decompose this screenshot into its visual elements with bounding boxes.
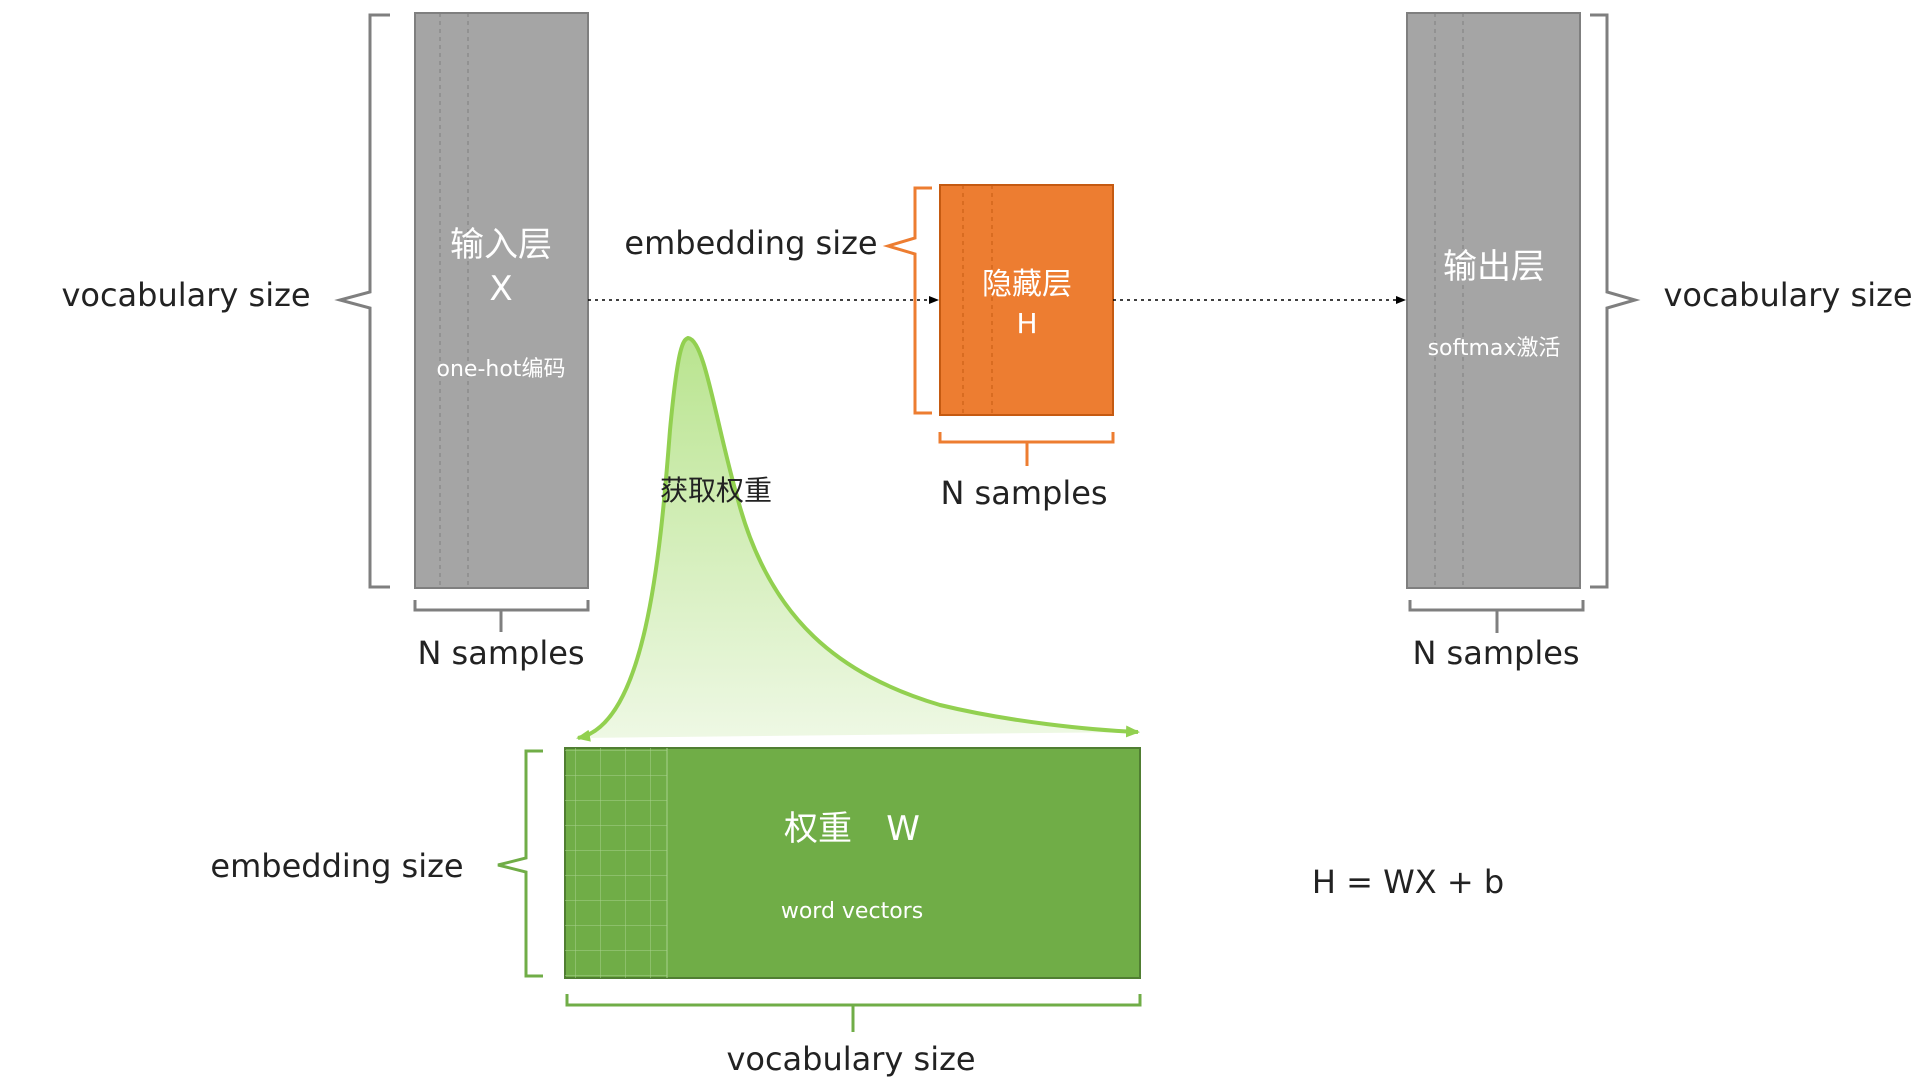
input-layer-box xyxy=(414,12,589,589)
lookup-curve-fill xyxy=(578,338,1138,738)
hidden-width-label: N samples xyxy=(940,474,1107,512)
weight-matrix-subtitle: word vectors xyxy=(781,899,923,924)
input-height-brace xyxy=(334,13,390,589)
output-layer: 输出层 softmax激活 vocabulary size N samples xyxy=(1406,12,1913,672)
weight-matrix: 权重 W word vectors embedding size vocabul… xyxy=(210,747,1142,1078)
input-layer-encoding: one-hot编码 xyxy=(437,357,566,382)
hidden-layer-title: 隐藏层 xyxy=(982,267,1072,302)
weight-width-brace xyxy=(565,994,1142,1032)
input-layer-symbol: X xyxy=(489,269,512,309)
output-height-brace xyxy=(1590,13,1641,589)
input-layer: 输入层 X one-hot编码 vocabulary size N sample… xyxy=(61,12,590,672)
input-height-label: vocabulary size xyxy=(61,276,310,314)
weight-matrix-symbol: W xyxy=(886,809,920,849)
hidden-layer: 隐藏层 H embedding size N samples xyxy=(624,184,1115,512)
hidden-height-label: embedding size xyxy=(624,224,877,262)
weight-matrix-grid xyxy=(565,748,667,978)
output-height-label: vocabulary size xyxy=(1663,276,1912,314)
input-width-label: N samples xyxy=(417,634,584,672)
output-layer-activation: softmax激活 xyxy=(1428,336,1561,361)
lookup-label: 获取权重 xyxy=(660,474,772,507)
hidden-height-brace xyxy=(882,186,932,415)
output-layer-box xyxy=(1406,12,1581,589)
hidden-width-brace xyxy=(938,432,1115,466)
lookup-curve: 获取权重 xyxy=(576,335,1140,742)
weight-height-label: embedding size xyxy=(210,847,463,885)
weight-matrix-title: 权重 xyxy=(784,809,852,849)
input-layer-title: 输入层 xyxy=(450,225,552,265)
lookup-curve-line xyxy=(576,335,1140,742)
output-layer-title: 输出层 xyxy=(1443,247,1545,287)
output-width-brace xyxy=(1408,600,1585,633)
weight-height-brace xyxy=(497,749,543,978)
hidden-layer-box xyxy=(939,184,1114,416)
output-width-label: N samples xyxy=(1412,634,1579,672)
hidden-layer-symbol: H xyxy=(1016,307,1037,340)
input-width-brace xyxy=(413,600,590,632)
formula: H = WX + b xyxy=(1312,863,1504,901)
weight-width-label: vocabulary size xyxy=(726,1040,975,1078)
